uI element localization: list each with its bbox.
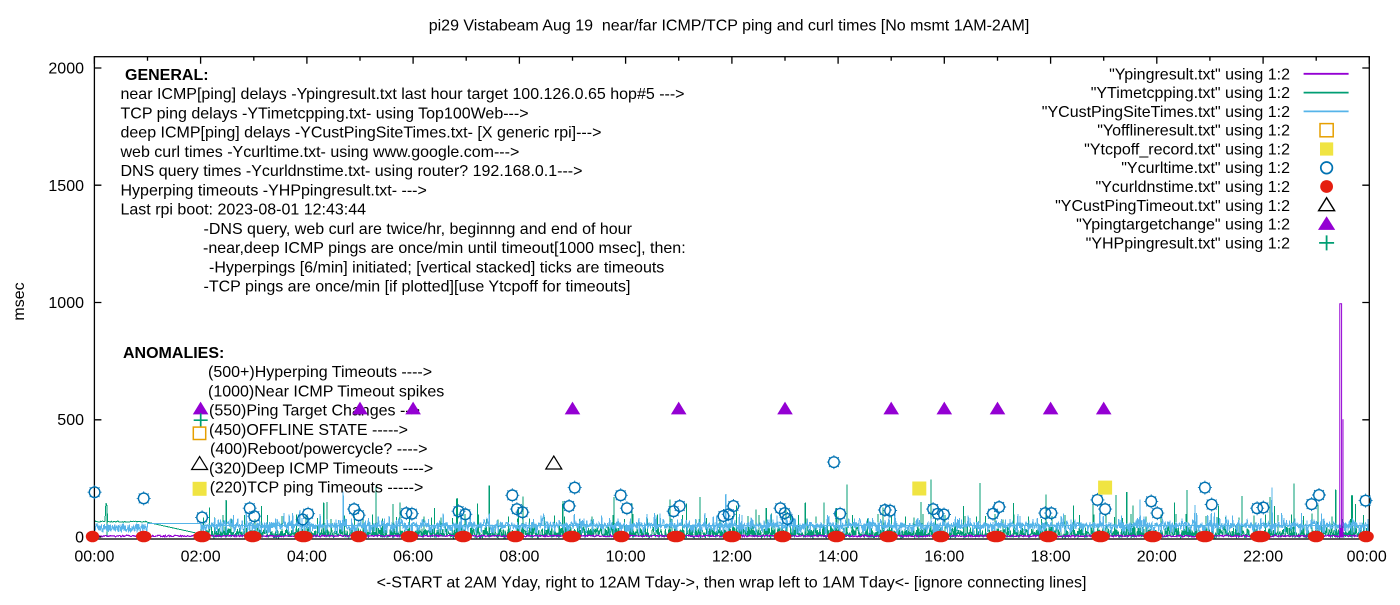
- svg-text:(500+)Hyperping Timeouts ---->: (500+)Hyperping Timeouts ---->: [208, 364, 432, 381]
- svg-text:(1000)Near ICMP Timeout spikes: (1000)Near ICMP Timeout spikes: [208, 383, 444, 400]
- svg-text:web curl times -Ycurltime.txt-: web curl times -Ycurltime.txt- using www…: [120, 144, 520, 161]
- svg-text:1500: 1500: [48, 178, 84, 195]
- svg-text:Last rpi boot: 2023-08-01 12:4: Last rpi boot: 2023-08-01 12:43:44: [121, 202, 367, 219]
- svg-text:22:00: 22:00: [1243, 549, 1283, 566]
- svg-text:500: 500: [57, 412, 84, 429]
- svg-text:"Ycurldnstime.txt" using 1:2: "Ycurldnstime.txt" using 1:2: [1095, 179, 1290, 196]
- svg-text:20:00: 20:00: [1137, 549, 1177, 566]
- svg-text:(220)TCP ping Timeouts ----->: (220)TCP ping Timeouts ----->: [210, 480, 424, 497]
- svg-text:06:00: 06:00: [393, 549, 433, 566]
- svg-text:GENERAL:: GENERAL:: [125, 67, 209, 84]
- svg-text:"Ypingtargetchange" using 1:2: "Ypingtargetchange" using 1:2: [1076, 217, 1290, 234]
- svg-text:"YCustPingTimeout.txt" using 1: "YCustPingTimeout.txt" using 1:2: [1055, 198, 1290, 215]
- svg-text:near ICMP[ping] delays -Ypingr: near ICMP[ping] delays -Ypingresult.txt …: [121, 86, 685, 103]
- svg-text:00:00: 00:00: [74, 549, 114, 566]
- svg-text:"YTimetcpping.txt" using 1:2: "YTimetcpping.txt" using 1:2: [1091, 85, 1290, 102]
- svg-text:(320)Deep ICMP Timeouts ---->: (320)Deep ICMP Timeouts ---->: [209, 460, 433, 477]
- svg-text:12:00: 12:00: [712, 549, 752, 566]
- svg-text:0: 0: [75, 530, 84, 547]
- svg-text:2000: 2000: [48, 61, 84, 78]
- svg-text:"Ypingresult.txt" using 1:2: "Ypingresult.txt" using 1:2: [1109, 66, 1290, 83]
- svg-text:deep ICMP[ping] delays -YCustP: deep ICMP[ping] delays -YCustPingSiteTim…: [121, 125, 602, 142]
- svg-text:ANOMALIES:: ANOMALIES:: [123, 345, 224, 362]
- svg-text:08:00: 08:00: [499, 549, 539, 566]
- svg-text:10:00: 10:00: [606, 549, 646, 566]
- svg-text:-near,deep ICMP pings are once: -near,deep ICMP pings are once/min until…: [203, 240, 686, 257]
- svg-text:(450)OFFLINE STATE ----->: (450)OFFLINE STATE ----->: [209, 422, 408, 439]
- svg-text:1000: 1000: [48, 295, 84, 312]
- svg-text:"Ytcpoff_record.txt" using 1:2: "Ytcpoff_record.txt" using 1:2: [1084, 142, 1290, 159]
- svg-text:"YCustPingSiteTimes.txt" using: "YCustPingSiteTimes.txt" using 1:2: [1042, 104, 1290, 121]
- svg-text:"YHPpingresult.txt" using 1:2: "YHPpingresult.txt" using 1:2: [1086, 235, 1290, 252]
- svg-text:18:00: 18:00: [1031, 549, 1071, 566]
- svg-text:pi29 Vistabeam Aug 19 near/fa: pi29 Vistabeam Aug 19 near/far ICMP/TCP …: [429, 18, 1030, 35]
- svg-text:-TCP pings are once/min [if pl: -TCP pings are once/min [if plotted][use…: [204, 279, 631, 296]
- svg-text:"Ycurltime.txt" using 1:2: "Ycurltime.txt" using 1:2: [1121, 160, 1290, 177]
- svg-text:16:00: 16:00: [924, 549, 964, 566]
- svg-text:TCP ping delays -YTimetcpping.: TCP ping delays -YTimetcpping.txt- using…: [121, 105, 529, 122]
- svg-text:00:00: 00:00: [1347, 549, 1387, 566]
- svg-text:04:00: 04:00: [287, 549, 327, 566]
- svg-text:DNS query times -Ycurldnstime.: DNS query times -Ycurldnstime.txt- using…: [121, 163, 583, 180]
- svg-text:<-START at 2AM Yday, right to: <-START at 2AM Yday, right to 12AM Tday-…: [377, 575, 1087, 592]
- svg-text:-Hyperpings [6/min] initiated;: -Hyperpings [6/min] initiated; [vertical…: [209, 259, 664, 276]
- svg-text:"Yofflineresult.txt" using 1:2: "Yofflineresult.txt" using 1:2: [1097, 123, 1290, 140]
- svg-text:msec: msec: [11, 282, 28, 320]
- svg-text:Hyperping timeouts -YHPpingres: Hyperping timeouts -YHPpingresult.txt- -…: [121, 182, 427, 199]
- svg-text:(550)Ping Target Changes -->: (550)Ping Target Changes -->: [209, 403, 420, 420]
- svg-text:02:00: 02:00: [181, 549, 221, 566]
- svg-text:14:00: 14:00: [818, 549, 858, 566]
- svg-text:-DNS query, web curl are twice: -DNS query, web curl are twice/hr, begin…: [204, 221, 633, 238]
- svg-text:(400)Reboot/powercycle? ---->: (400)Reboot/powercycle? ---->: [210, 441, 427, 458]
